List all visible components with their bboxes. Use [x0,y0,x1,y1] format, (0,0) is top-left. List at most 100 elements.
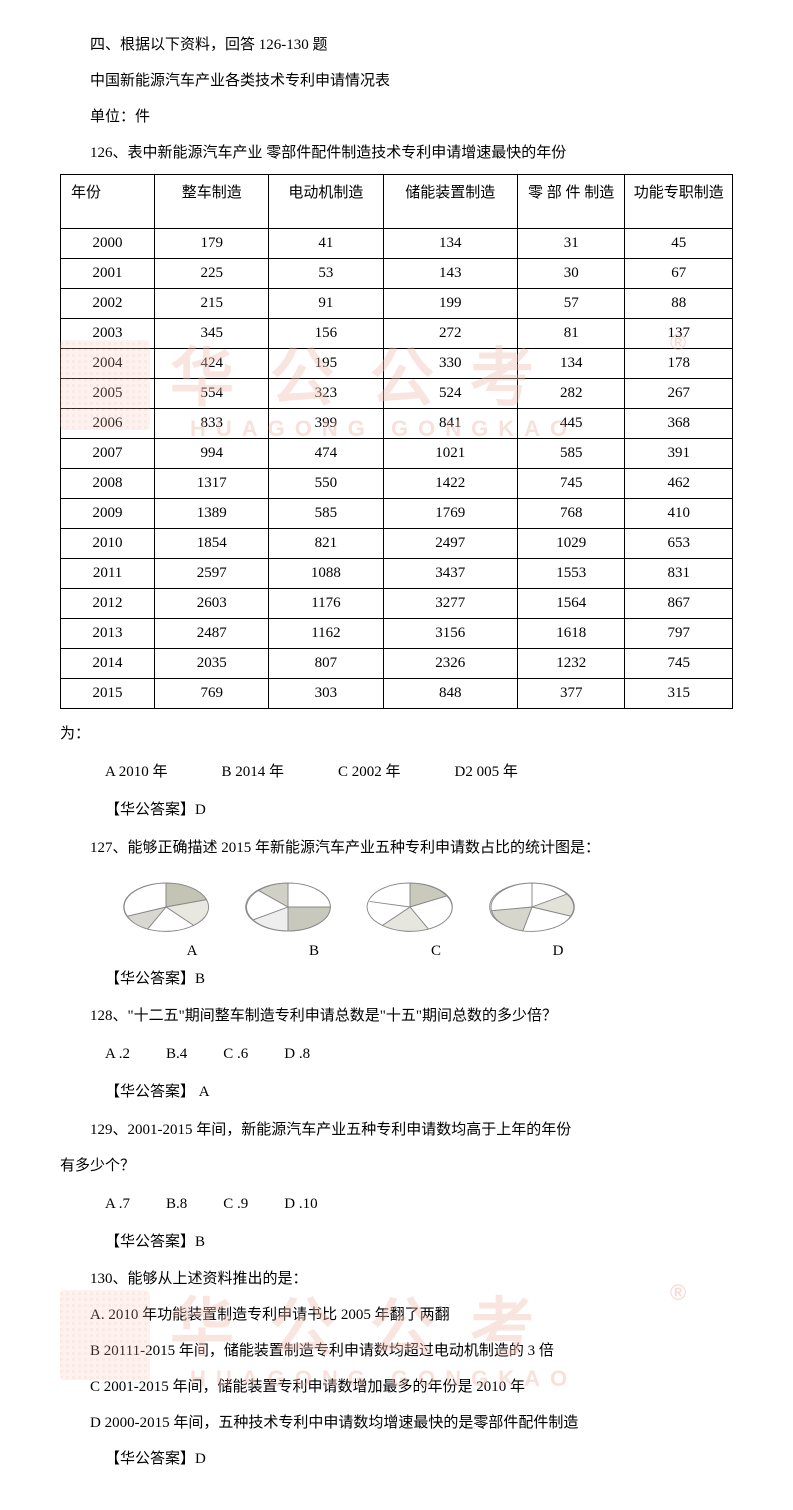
q126-continuation: 为： [60,719,733,749]
table-row: 2010185482124971029653 [61,529,733,559]
q130-opt-b: B 20111-2015 年间，储能装置制造专利申请数均超过电动机制造的 3 倍 [60,1336,733,1366]
q126-opt-b: B 2014 年 [222,757,285,787]
table-cell: 3437 [383,559,517,589]
table-row: 2000179411343145 [61,229,733,259]
pie-c [364,877,456,937]
table-cell: 2015 [61,679,155,709]
q128-answer: 【华公答案】 A [60,1077,733,1109]
table-cell: 1029 [517,529,625,559]
table-cell: 267 [625,379,733,409]
table-cell: 994 [155,439,269,469]
table-cell: 2005 [61,379,155,409]
table-cell: 2004 [61,349,155,379]
table-cell: 2000 [61,229,155,259]
q128-opt-b: B.4 [166,1039,187,1069]
q130-prompt: 130、能够从上述资料推出的是： [60,1264,733,1294]
q126-options: A 2010 年 B 2014 年 C 2002 年 D2 005 年 [60,757,733,787]
q126-opt-a: A 2010 年 [105,757,168,787]
table-row: 20122603117632771564867 [61,589,733,619]
table-cell: 585 [517,439,625,469]
q130-opt-d: D 2000-2015 年间，五种技术专利中申请数均增速最快的是零部件配件制造 [60,1408,733,1438]
pie-charts: A B C D [60,877,733,960]
q129-opt-d: D .10 [284,1189,317,1219]
table-cell: 1232 [517,649,625,679]
table-cell: 178 [625,349,733,379]
table-cell: 745 [517,469,625,499]
table-cell: 2007 [61,439,155,469]
table-cell: 41 [269,229,383,259]
table-cell: 1176 [269,589,383,619]
table-cell: 2002 [61,289,155,319]
table-cell: 67 [625,259,733,289]
pie-label-b: B [268,943,360,960]
pie-a [120,877,212,937]
table-cell: 797 [625,619,733,649]
q129-options: A .7 B.8 C .9 D .10 [60,1189,733,1219]
table-cell: 2010 [61,529,155,559]
table-cell: 831 [625,559,733,589]
table-cell: 2014 [61,649,155,679]
table-cell: 323 [269,379,383,409]
table-row: 2004424195330134178 [61,349,733,379]
table-row: 200334515627281137 [61,319,733,349]
table-cell: 524 [383,379,517,409]
q129-opt-c: C .9 [223,1189,248,1219]
table-cell: 134 [383,229,517,259]
pie-d [486,877,578,937]
table-cell: 1564 [517,589,625,619]
table-cell: 1088 [269,559,383,589]
q128-options: A .2 B.4 C .6 D .8 [60,1039,733,1069]
q126-prompt: 126、表中新能源汽车产业 零部件配件制造技术专利申请增速最快的年份 [60,138,733,168]
q129-prompt-1: 129、2001-2015 年间，新能源汽车产业五种专利申请数均高于上年的年份 [60,1115,733,1145]
table-cell: 134 [517,349,625,379]
q129-opt-a: A .7 [105,1189,130,1219]
table-cell: 215 [155,289,269,319]
table-cell: 410 [625,499,733,529]
table-row: 20079944741021585391 [61,439,733,469]
table-cell: 2326 [383,649,517,679]
q126-opt-d: D2 005 年 [455,757,518,787]
table-cell: 474 [269,439,383,469]
table-cell: 1618 [517,619,625,649]
table-cell: 2487 [155,619,269,649]
table-row: 20132487116231561618797 [61,619,733,649]
table-cell: 199 [383,289,517,319]
q130-answer: 【华公答案】D [60,1444,733,1474]
table-cell: 156 [269,319,383,349]
table-cell: 1317 [155,469,269,499]
table-cell: 2009 [61,499,155,529]
table-cell: 143 [383,259,517,289]
table-cell: 841 [383,409,517,439]
table-cell: 2001 [61,259,155,289]
table-row: 20112597108834371553831 [61,559,733,589]
table-cell: 399 [269,409,383,439]
table-header: 功能专职制造 [625,175,733,229]
table-cell: 53 [269,259,383,289]
q126-opt-c: C 2002 年 [338,757,401,787]
table-cell: 88 [625,289,733,319]
q129-prompt-2: 有多少个？ [60,1151,733,1181]
table-cell: 2003 [61,319,155,349]
table-cell: 1553 [517,559,625,589]
table-cell: 179 [155,229,269,259]
table-cell: 550 [269,469,383,499]
table-cell: 3156 [383,619,517,649]
table-cell: 585 [269,499,383,529]
table-cell: 2006 [61,409,155,439]
table-cell: 1422 [383,469,517,499]
table-cell: 867 [625,589,733,619]
q130-opt-c: C 2001-2015 年间，储能装置专利申请数增加最多的年份是 2010 年 [60,1372,733,1402]
table-header: 电动机制造 [269,175,383,229]
table-cell: 282 [517,379,625,409]
table-cell: 848 [383,679,517,709]
table-cell: 653 [625,529,733,559]
table-row: 2015769303848377315 [61,679,733,709]
table-cell: 137 [625,319,733,349]
table-cell: 2035 [155,649,269,679]
section-title: 四、根据以下资料，回答 126-130 题 [60,30,733,60]
document-page: 华公公考 ® HUAGONG GONGKAO 华公公考 ® HUAGONG GO… [0,0,793,1510]
q128-opt-c: C .6 [223,1039,248,1069]
pie-label-d: D [512,943,604,960]
table-cell: 1389 [155,499,269,529]
table-cell: 2013 [61,619,155,649]
